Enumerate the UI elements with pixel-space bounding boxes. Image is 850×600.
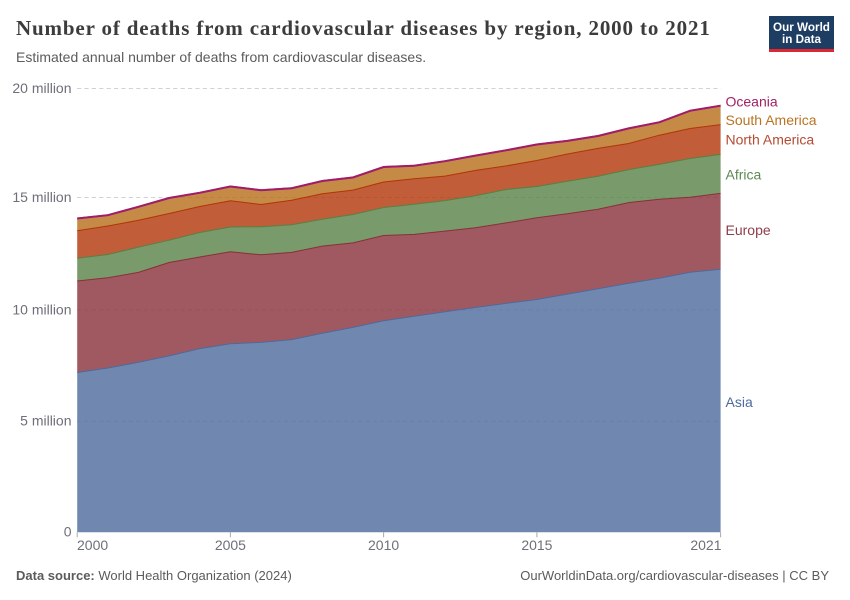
svg-text:20 million: 20 million [12, 80, 71, 96]
svg-text:15 million: 15 million [12, 189, 71, 205]
svg-text:2021: 2021 [690, 537, 721, 553]
svg-text:2010: 2010 [368, 537, 399, 553]
svg-text:Oceania: Oceania [726, 94, 778, 110]
svg-text:South America: South America [726, 112, 817, 128]
svg-text:10 million: 10 million [12, 302, 71, 318]
svg-text:Africa: Africa [726, 167, 762, 183]
svg-text:2015: 2015 [521, 537, 552, 553]
svg-text:North America: North America [726, 132, 815, 148]
svg-text:2000: 2000 [77, 537, 108, 553]
svg-text:5 million: 5 million [20, 413, 71, 429]
svg-text:Europe: Europe [726, 222, 771, 238]
svg-text:2005: 2005 [215, 537, 246, 553]
svg-text:Asia: Asia [726, 394, 753, 410]
svg-text:0: 0 [64, 523, 72, 539]
